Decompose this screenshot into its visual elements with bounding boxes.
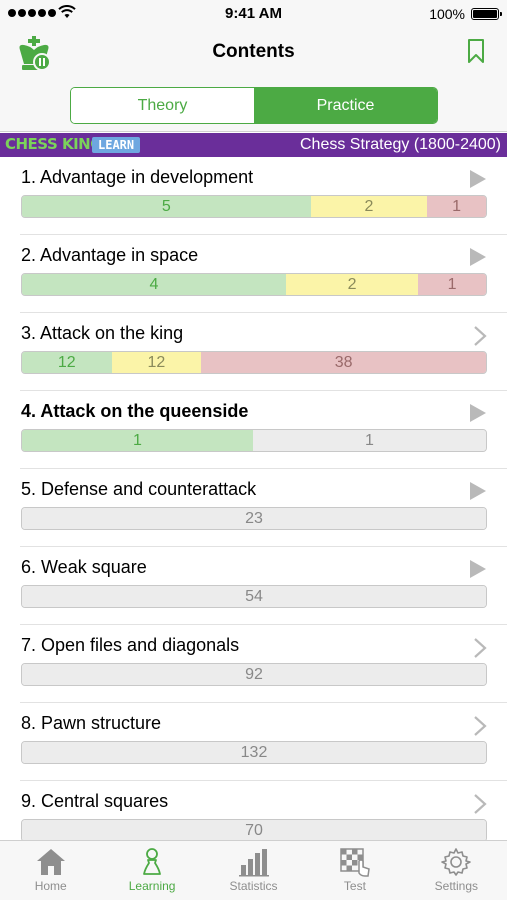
page-title: Contents (212, 41, 295, 62)
chapter-title: 2. Advantage in space (21, 245, 199, 265)
segmented-bar: Theory Practice (0, 80, 507, 132)
list-item[interactable]: 8. Pawn structure 132 (0, 703, 507, 781)
separator (20, 312, 507, 313)
chapter-title: 6. Weak square (21, 557, 147, 577)
chapter-title: 8. Pawn structure (21, 713, 162, 733)
chapter-title: 4. Attack on the queenside (21, 401, 249, 421)
navigation-bar: Contents (0, 28, 507, 80)
chapter-title: 5. Defense and counterattack (21, 479, 257, 499)
tab-label: Home (34, 879, 67, 893)
progress-segment-failed: 1 (427, 196, 486, 217)
bar-chart-icon (238, 849, 269, 877)
progress-bar: 1 1 (21, 429, 487, 452)
progress-segment-solved: 1 (22, 430, 253, 451)
course-banner: CHESS KING LEARN Chess Strategy (1800-24… (0, 133, 507, 157)
chapter-title: 1. Advantage in development (21, 167, 254, 187)
list-item[interactable]: 6. Weak square 54 (0, 547, 507, 625)
tab-test[interactable]: Test (304, 841, 405, 900)
play-icon (470, 404, 486, 422)
progress-segment-remaining: 92 (22, 664, 486, 685)
progress-segment-remaining: 132 (22, 742, 486, 763)
progress-segment-remaining: 70 (22, 820, 486, 840)
progress-segment-failed: 1 (418, 274, 486, 295)
progress-bar: 54 (21, 585, 487, 608)
progress-bar: 5 2 1 (21, 195, 487, 218)
chessboard-tap-icon (340, 848, 370, 877)
progress-segment-solved: 4 (22, 274, 286, 295)
chevron-right-icon (474, 794, 487, 814)
tab-label: Test (343, 879, 366, 893)
play-icon (470, 560, 486, 578)
tab-practice[interactable]: Practice (254, 88, 437, 123)
progress-segment-failed: 38 (201, 352, 486, 373)
tab-statistics[interactable]: Statistics (203, 841, 304, 900)
pawn-icon (143, 848, 162, 875)
list-item[interactable]: 4. Attack on the queenside 1 1 (0, 391, 507, 469)
separator (20, 468, 507, 469)
progress-segment-remaining: 54 (22, 586, 486, 607)
progress-segment-solved: 5 (22, 196, 311, 217)
status-time: 9:41 AM (225, 5, 282, 22)
progress-segment-remaining: 1 (253, 430, 486, 451)
tab-settings[interactable]: Settings (406, 841, 507, 900)
chevron-right-icon (474, 326, 487, 346)
tab-bar: Home Learning Statistics Tes (0, 840, 507, 900)
separator (20, 546, 507, 547)
theory-practice-segmented-control: Theory Practice (70, 87, 438, 124)
tab-label: Statistics (229, 879, 278, 893)
gear-icon (441, 848, 472, 876)
chapter-title: 9. Central squares (21, 791, 169, 811)
battery-percent: 100% (429, 6, 465, 22)
play-icon (470, 170, 486, 188)
chapter-title: 7. Open files and diagonals (21, 635, 240, 655)
list-item[interactable]: 9. Central squares 70 (0, 781, 507, 840)
list-item[interactable]: 2. Advantage in space 4 2 1 (0, 235, 507, 313)
progress-bar: 92 (21, 663, 487, 686)
progress-bar: 23 (21, 507, 487, 530)
separator (20, 702, 507, 703)
list-item[interactable]: 5. Defense and counterattack 23 (0, 469, 507, 547)
cellular-signal-icon (8, 9, 56, 17)
list-item[interactable]: 1. Advantage in development 5 2 1 (0, 157, 507, 235)
course-title: Chess Strategy (1800-2400) (300, 136, 501, 153)
chapter-title: 3. Attack on the king (21, 323, 184, 343)
progress-bar: 132 (21, 741, 487, 764)
tab-theory[interactable]: Theory (71, 88, 254, 123)
separator (20, 234, 507, 235)
battery-icon (471, 8, 502, 20)
progress-segment-remaining: 23 (22, 508, 486, 529)
list-item[interactable]: 7. Open files and diagonals 92 (0, 625, 507, 703)
chevron-right-icon (474, 638, 487, 658)
list-item[interactable]: 3. Attack on the king 12 12 38 (0, 313, 507, 391)
progress-segment-partial: 12 (111, 352, 202, 373)
tab-learning[interactable]: Learning (101, 841, 202, 900)
progress-bar: 4 2 1 (21, 273, 487, 296)
progress-bar: 12 12 38 (21, 351, 487, 374)
learn-badge: LEARN (92, 137, 141, 153)
tab-home[interactable]: Home (0, 841, 101, 900)
wifi-icon (58, 5, 76, 18)
tab-label: Learning (128, 879, 176, 893)
chess-king-logo-icon[interactable] (14, 34, 54, 74)
separator (20, 624, 507, 625)
chapter-list: 1. Advantage in development 5 2 1 2. Adv… (0, 157, 507, 840)
status-bar: 9:41 AM 100% (0, 0, 507, 28)
separator (20, 390, 507, 391)
separator (20, 780, 507, 781)
chevron-right-icon (474, 716, 487, 736)
progress-segment-solved: 12 (22, 352, 112, 373)
home-icon (36, 849, 65, 875)
play-icon (470, 248, 486, 266)
bookmark-icon[interactable] (467, 38, 485, 64)
progress-segment-partial: 2 (310, 196, 428, 217)
progress-segment-partial: 2 (285, 274, 419, 295)
tab-label: Settings (434, 879, 478, 893)
brand-logo-text: CHESS KING (5, 135, 103, 153)
progress-bar: 70 (21, 819, 487, 840)
play-icon (470, 482, 486, 500)
